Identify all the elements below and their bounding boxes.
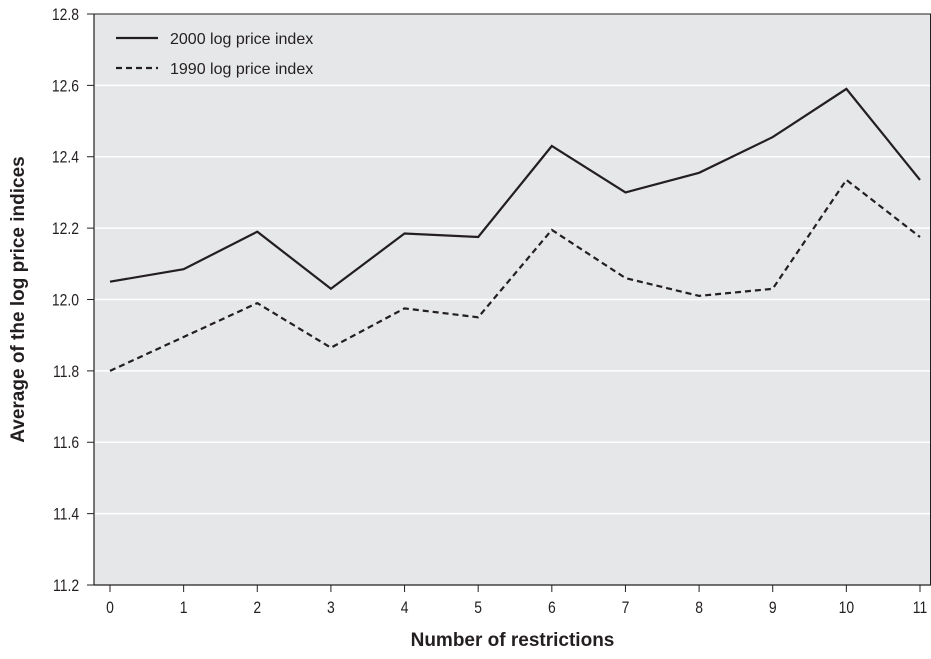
x-tick-label: 6 xyxy=(548,599,556,618)
x-axis-title: Number of restrictions xyxy=(411,630,615,651)
x-tick-label: 10 xyxy=(839,599,855,618)
x-tick-label: 11 xyxy=(913,599,927,618)
x-tick-label: 0 xyxy=(106,599,114,618)
gridlines xyxy=(94,84,931,515)
x-tick-label: 5 xyxy=(474,599,482,618)
x-tick-label: 7 xyxy=(622,599,630,618)
series-line-0 xyxy=(109,87,921,291)
x-tick-label: 3 xyxy=(327,599,335,618)
x-tick-label: 4 xyxy=(401,599,409,618)
legend-label-2000: 2000 log price index xyxy=(170,31,313,48)
series-lines xyxy=(109,87,921,372)
y-tick-label: 12.0 xyxy=(52,291,79,310)
y-axis-title: Average of the log price indices xyxy=(8,156,29,442)
y-tick-label: 12.6 xyxy=(52,77,79,96)
y-tick-label: 11.4 xyxy=(53,505,79,524)
legend: 2000 log price index 1990 log price inde… xyxy=(116,31,313,78)
y-tick-label: 12.2 xyxy=(52,220,79,239)
legend-label-1990: 1990 log price index xyxy=(170,61,313,78)
y-tick-label: 11.6 xyxy=(53,434,79,453)
tick-labels: 11.2 11.4 11.6 11.8 12.0 12.2 12.4 12.6 12.8 0 1 2 3… xyxy=(52,6,927,618)
y-tick-label: 12.8 xyxy=(52,6,79,25)
series-line-1 xyxy=(109,178,921,372)
x-tick-label: 1 xyxy=(180,599,188,618)
x-tick-label: 8 xyxy=(695,599,703,618)
y-tick-label: 11.2 xyxy=(53,577,79,596)
y-tick-label: 12.4 xyxy=(52,149,79,168)
x-tick-label: 9 xyxy=(769,599,777,618)
x-tick-label: 2 xyxy=(253,599,261,618)
y-tick-label: 11.8 xyxy=(53,363,79,382)
